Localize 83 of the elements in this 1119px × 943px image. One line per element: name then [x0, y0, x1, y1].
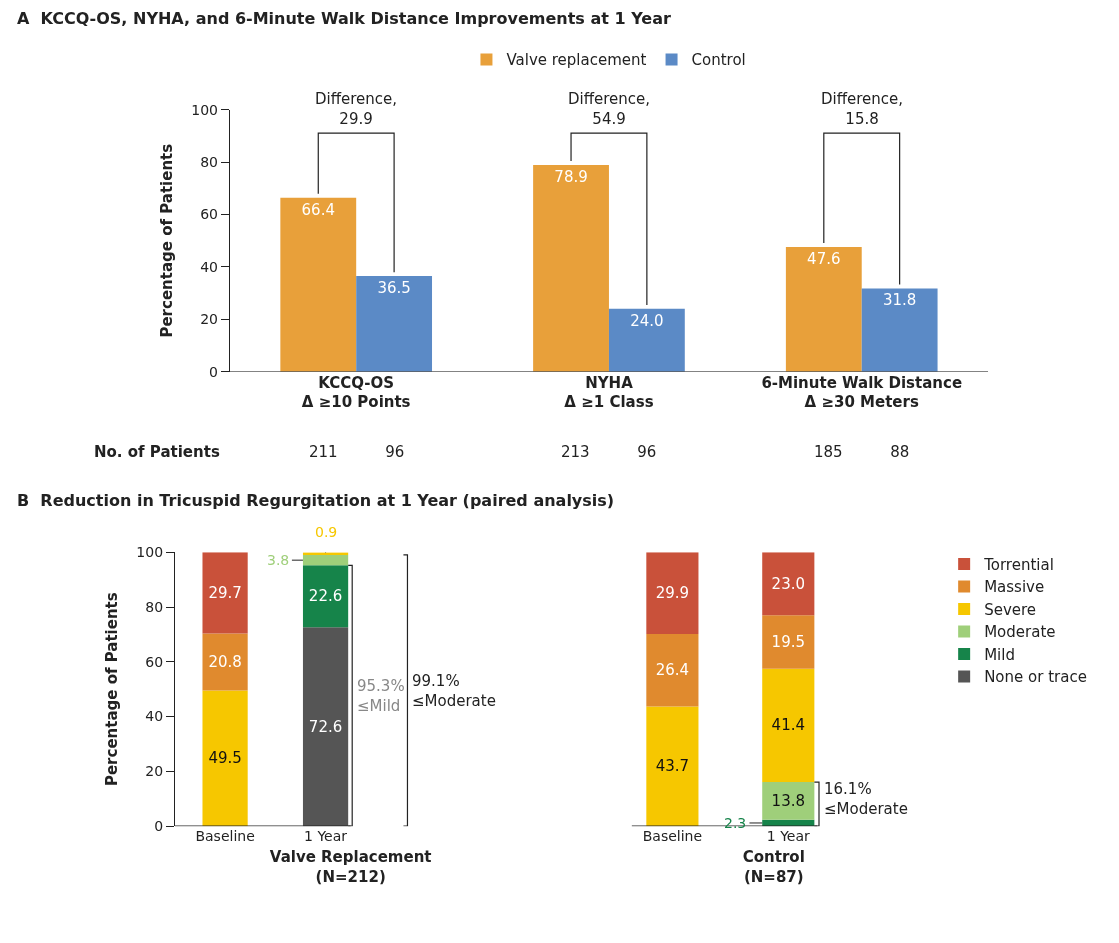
x-tick-label: KCCQ-OS Δ ≥10 Points [301, 373, 411, 412]
legend-label: Mild [984, 645, 1015, 664]
text: 99.1% ≤Moderate [412, 672, 496, 710]
data-label: 31.8 [882, 291, 917, 310]
x-tick-label: NYHA Δ ≥1 Class [564, 373, 654, 412]
annotation: Difference, 15.8 [821, 90, 904, 128]
bar [608, 308, 685, 372]
y-tick-label: 0 [209, 363, 218, 380]
x-tick-label: Baseline [195, 828, 255, 845]
data-label: 22.6 [308, 587, 343, 606]
bar [762, 782, 815, 820]
x-axis-title: Valve Replacement (N=212) [269, 848, 432, 886]
data-label: 26.4 [655, 661, 690, 680]
bar [302, 627, 349, 827]
y-tick-label: 0 [154, 818, 164, 835]
annotation: Difference, 29.9 [315, 90, 398, 128]
bar [302, 554, 349, 566]
text: 95.3% ≤Mild [357, 677, 405, 715]
data-label: 0.9 [315, 524, 338, 540]
text: 211 96 [309, 443, 405, 461]
bar [302, 565, 349, 628]
bar [202, 690, 248, 827]
data-label: 20.8 [208, 653, 242, 672]
bar [533, 164, 609, 372]
text: 16.1% ≤Moderate [824, 780, 908, 818]
legend-label: Control [691, 51, 746, 70]
data-label: 23.0 [771, 574, 805, 593]
y-tick-label: 20 [200, 311, 218, 328]
bar [646, 634, 699, 707]
data-label: 29.7 [208, 583, 242, 602]
x-tick-label: 1 Year [304, 828, 348, 845]
chart-title: A KCCQ-OS, NYHA, and 6-Minute Walk Distance Improvements at 1 Year [17, 9, 671, 28]
bar [762, 668, 815, 783]
y-tick-label: 40 [200, 258, 218, 275]
text: 185 88 [814, 443, 910, 461]
bar [646, 706, 699, 827]
text: 213 96 [561, 443, 657, 461]
x-tick-label: 1 Year [766, 828, 811, 845]
y-tick-label: 20 [145, 763, 164, 780]
data-label: 47.6 [807, 249, 841, 268]
legend-label: Moderate [984, 623, 1056, 642]
bar [762, 552, 815, 616]
x-axis-title: Control (N=87) [742, 848, 805, 886]
legend-label: Torrential [983, 555, 1054, 574]
y-tick-label: 100 [191, 101, 218, 118]
bar [646, 552, 699, 635]
y-tick-label: 80 [200, 153, 218, 170]
bar [280, 197, 357, 372]
bar [785, 246, 862, 372]
legend-label: Severe [984, 600, 1037, 619]
data-label: 72.6 [308, 717, 343, 736]
legend-label: None or trace [984, 668, 1087, 687]
y-tick-label: 60 [200, 206, 218, 223]
bar [202, 633, 248, 691]
data-label: 49.5 [208, 749, 242, 768]
data-label: 24.0 [630, 311, 664, 330]
bar [356, 276, 433, 372]
legend-label: Massive [984, 578, 1045, 597]
data-label: 3.8 [267, 552, 290, 568]
chart-title: B Reduction in Tricuspid Regurgitation at 1 Year (paired analysis) [17, 491, 615, 510]
y-tick-label: 80 [145, 598, 164, 615]
data-label: 29.9 [655, 584, 690, 603]
x-tick-label: Baseline [642, 828, 703, 845]
legend-label: Valve replacement [506, 51, 647, 70]
data-label: 43.7 [655, 757, 690, 776]
data-label: 41.4 [771, 716, 805, 735]
data-label: 2.3 [724, 815, 747, 831]
y-tick-label: 60 [145, 653, 164, 670]
bar [202, 552, 248, 634]
data-label: 66.4 [301, 200, 335, 219]
data-label: 13.8 [771, 791, 805, 810]
bar [861, 288, 938, 372]
x-tick-label: 6-Minute Walk Distance Δ ≥30 Meters [761, 373, 963, 412]
data-label: 19.5 [771, 632, 805, 651]
annotation: Difference, 54.9 [568, 90, 651, 128]
y-tick-label: 40 [145, 708, 164, 725]
bar [762, 615, 815, 669]
y-tick-label: 100 [136, 544, 164, 561]
data-label: 78.9 [554, 167, 588, 186]
y-axis-title: Percentage of Patients [102, 592, 121, 787]
text: No. of Patients [94, 443, 220, 461]
y-axis-title: Percentage of Patients [157, 143, 176, 338]
data-label: 36.5 [377, 279, 411, 298]
